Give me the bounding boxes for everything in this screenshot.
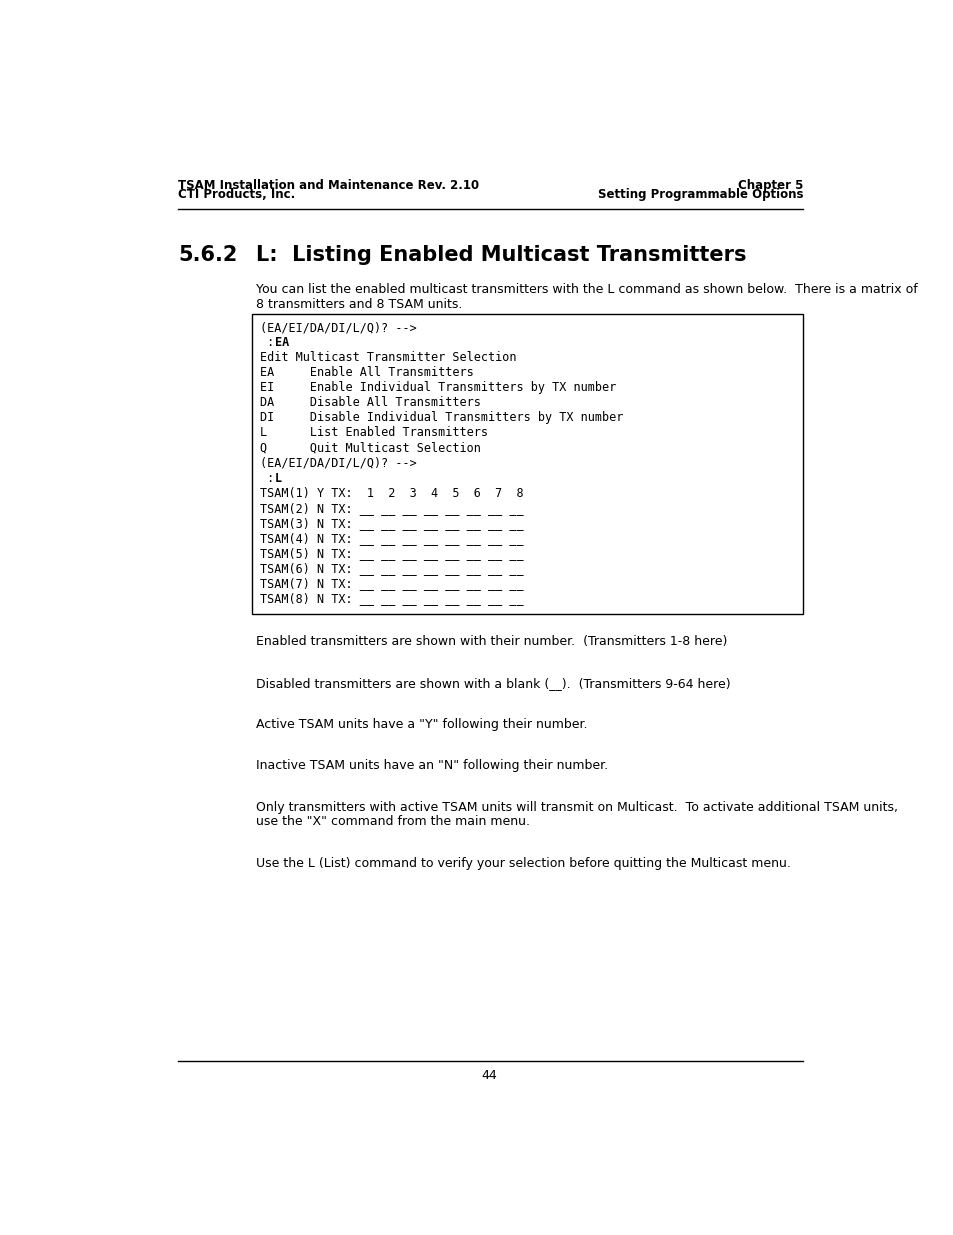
Text: TSAM(2) N TX: __ __ __ __ __ __ __ __: TSAM(2) N TX: __ __ __ __ __ __ __ __ [259,501,523,515]
Text: use the "X" command from the main menu.: use the "X" command from the main menu. [255,815,530,829]
Text: TSAM(5) N TX: __ __ __ __ __ __ __ __: TSAM(5) N TX: __ __ __ __ __ __ __ __ [259,547,523,559]
Text: Enabled transmitters are shown with their number.  (Transmitters 1-8 here): Enabled transmitters are shown with thei… [255,635,726,648]
Text: L:  Listing Enabled Multicast Transmitters: L: Listing Enabled Multicast Transmitter… [255,246,746,266]
Text: L: L [274,472,281,484]
Text: Q      Quit Multicast Selection: Q Quit Multicast Selection [259,441,480,454]
Text: Active TSAM units have a "Y" following their number.: Active TSAM units have a "Y" following t… [255,718,587,731]
Text: Setting Programmable Options: Setting Programmable Options [597,189,802,201]
Text: Chapter 5: Chapter 5 [737,179,802,193]
Text: TSAM(3) N TX: __ __ __ __ __ __ __ __: TSAM(3) N TX: __ __ __ __ __ __ __ __ [259,516,523,530]
Text: :: : [259,336,281,350]
Text: 5.6.2: 5.6.2 [178,246,237,266]
Text: :: : [259,472,281,484]
Text: Use the L (List) command to verify your selection before quitting the Multicast : Use the L (List) command to verify your … [255,857,790,869]
Text: TSAM(8) N TX: __ __ __ __ __ __ __ __: TSAM(8) N TX: __ __ __ __ __ __ __ __ [259,592,523,605]
Text: TSAM(4) N TX: __ __ __ __ __ __ __ __: TSAM(4) N TX: __ __ __ __ __ __ __ __ [259,531,523,545]
Text: EA: EA [274,336,289,350]
Text: (EA/EI/DA/DI/L/Q)? -->: (EA/EI/DA/DI/L/Q)? --> [259,321,416,335]
Text: L      List Enabled Transmitters: L List Enabled Transmitters [259,426,487,440]
Text: DA     Disable All Transmitters: DA Disable All Transmitters [259,396,480,409]
Text: EI     Enable Individual Transmitters by TX number: EI Enable Individual Transmitters by TX … [259,382,616,394]
Text: Inactive TSAM units have an "N" following their number.: Inactive TSAM units have an "N" followin… [255,760,607,772]
Text: (EA/EI/DA/DI/L/Q)? -->: (EA/EI/DA/DI/L/Q)? --> [259,457,416,469]
Text: TSAM(6) N TX: __ __ __ __ __ __ __ __: TSAM(6) N TX: __ __ __ __ __ __ __ __ [259,562,523,574]
Text: Edit Multicast Transmitter Selection: Edit Multicast Transmitter Selection [259,351,516,364]
Text: 8 transmitters and 8 TSAM units.: 8 transmitters and 8 TSAM units. [255,298,462,311]
Text: DI     Disable Individual Transmitters by TX number: DI Disable Individual Transmitters by TX… [259,411,622,425]
Text: You can list the enabled multicast transmitters with the L command as shown belo: You can list the enabled multicast trans… [255,283,917,296]
Bar [252,314,802,614]
Text: CTI Products, Inc.: CTI Products, Inc. [178,189,295,201]
Text: 44: 44 [480,1068,497,1082]
Text: TSAM(7) N TX: __ __ __ __ __ __ __ __: TSAM(7) N TX: __ __ __ __ __ __ __ __ [259,577,523,589]
Text: TSAM Installation and Maintenance Rev. 2.10: TSAM Installation and Maintenance Rev. 2… [178,179,479,193]
Text: EA     Enable All Transmitters: EA Enable All Transmitters [259,367,473,379]
Text: TSAM(1) Y TX:  1  2  3  4  5  6  7  8: TSAM(1) Y TX: 1 2 3 4 5 6 7 8 [259,487,523,499]
Text: Only transmitters with active TSAM units will transmit on Multicast.  To activat: Only transmitters with active TSAM units… [255,800,897,814]
Text: Disabled transmitters are shown with a blank (__).  (Transmitters 9-64 here): Disabled transmitters are shown with a b… [255,677,730,689]
